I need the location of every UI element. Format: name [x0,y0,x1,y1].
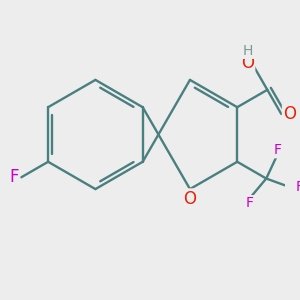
Text: F: F [245,196,253,211]
Text: F: F [296,180,300,194]
Text: O: O [184,190,196,208]
Text: F: F [273,143,281,157]
Text: O: O [284,105,296,123]
Text: O: O [241,53,254,71]
Text: H: H [243,44,253,58]
Text: F: F [9,168,19,186]
